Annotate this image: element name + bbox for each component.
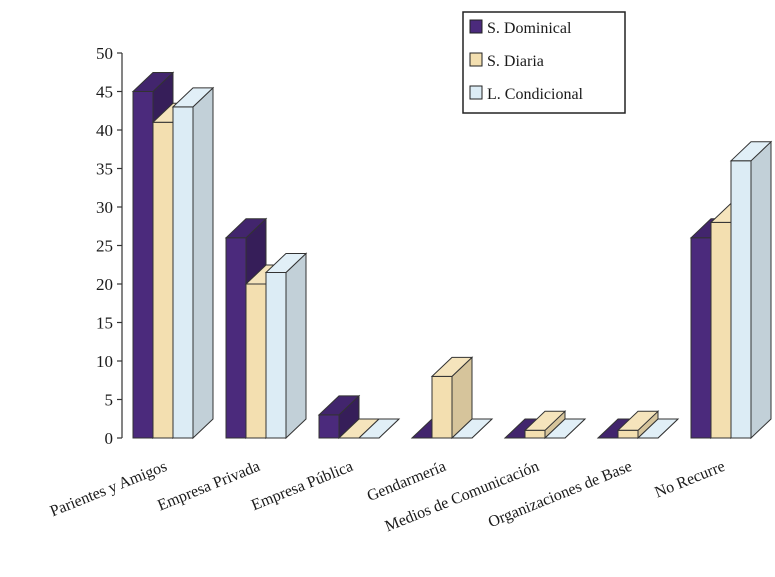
bar-top-face [224,218,268,239]
bar-l-condicional [357,418,401,439]
bar-front-face [690,237,712,439]
bar-front-face [431,375,453,439]
bar-top-face [430,356,474,377]
bar-s-diaria [430,356,474,440]
bar-group-gendarmeria [410,356,494,440]
y-tick-label: 10 [96,352,113,371]
legend-swatch [469,19,483,34]
bar-front-face [318,414,340,439]
bar-top-face [729,141,773,162]
bar-top-face [636,418,680,439]
y-tick-label: 30 [96,198,113,217]
bar-front-face [617,429,639,439]
category-label-medios-de-comunicacion: Medios de Comunicación [383,458,542,535]
legend-label: L. Condicional [487,86,584,103]
bar-front-face [524,429,546,439]
legend-item-s-dominical: S. Dominical [469,19,572,37]
y-axis: 0 5 10 15 20 25 30 35 40 45 50 [96,44,123,448]
legend-label: S. Dominical [487,20,572,37]
y-tick-label: 0 [105,429,114,448]
bar-front-face [730,160,752,439]
bar-front-face [132,91,154,439]
y-tick-label: 25 [96,237,113,256]
bar-front-face [245,283,267,439]
bar-group-empresa-publica [317,394,401,440]
bar-l-condicional [171,86,215,440]
category-label-empresa-publica: Empresa Pública [249,458,355,514]
bar-front-face [265,271,287,439]
bar-top-face [264,252,308,273]
bar-top-face [171,87,215,108]
bar-top-face [523,410,567,431]
y-tick-label: 5 [105,391,114,410]
y-tick-label: 15 [96,314,113,333]
bar-top-face [357,418,401,439]
category-label-no-recurre: No Recurre [652,458,727,502]
bar-s-diaria [616,410,660,440]
bar-l-condicional [264,252,308,440]
bar-group-parientes-y-amigos [131,71,215,440]
bar-l-condicional [636,418,680,439]
legend-swatch [469,85,483,100]
legend-box [462,11,626,114]
legend-swatch [469,52,483,67]
bar-side-face [192,86,214,440]
bar-top-face [317,395,361,416]
bar-group-no-recurre [689,140,773,440]
bar-front-face [710,221,732,439]
y-tick-label: 20 [96,275,113,294]
legend-item-s-diaria: S. Diaria [469,52,544,70]
bar-group-medios-de-comunicacion [503,410,587,440]
bar-side-face [750,140,772,440]
y-tick-label: 50 [96,44,113,63]
bar-top-face [450,418,494,439]
bar-s-dominical [317,394,361,440]
y-tick-label: 40 [96,121,113,140]
bar-top-face [131,72,175,92]
bar-l-condicional [729,140,773,440]
bars [131,71,773,440]
bar-side-face [285,252,307,440]
bar-front-face [152,121,174,439]
bar-group-organizaciones-de-base [596,410,680,440]
bar-group-empresa-privada [224,217,308,440]
y-tick-label: 35 [96,160,113,179]
bar-l-condicional [543,418,587,439]
bar-top-face [616,410,660,431]
bar-s-diaria [523,410,567,440]
legend-label: S. Diaria [487,53,544,70]
category-label-parientes-y-amigos: Parientes y Amigos [48,458,170,520]
category-label-empresa-privada: Empresa Privada [155,458,262,515]
bar-front-face [225,237,247,439]
bar-front-face [172,106,194,439]
bar-top-face [543,418,587,439]
bar-l-condicional [450,418,494,439]
y-tick-label: 45 [96,83,113,102]
legend: S. Dominical S. Diaria L. Condicional [462,11,626,114]
legend-item-l-condicional: L. Condicional [469,85,584,103]
